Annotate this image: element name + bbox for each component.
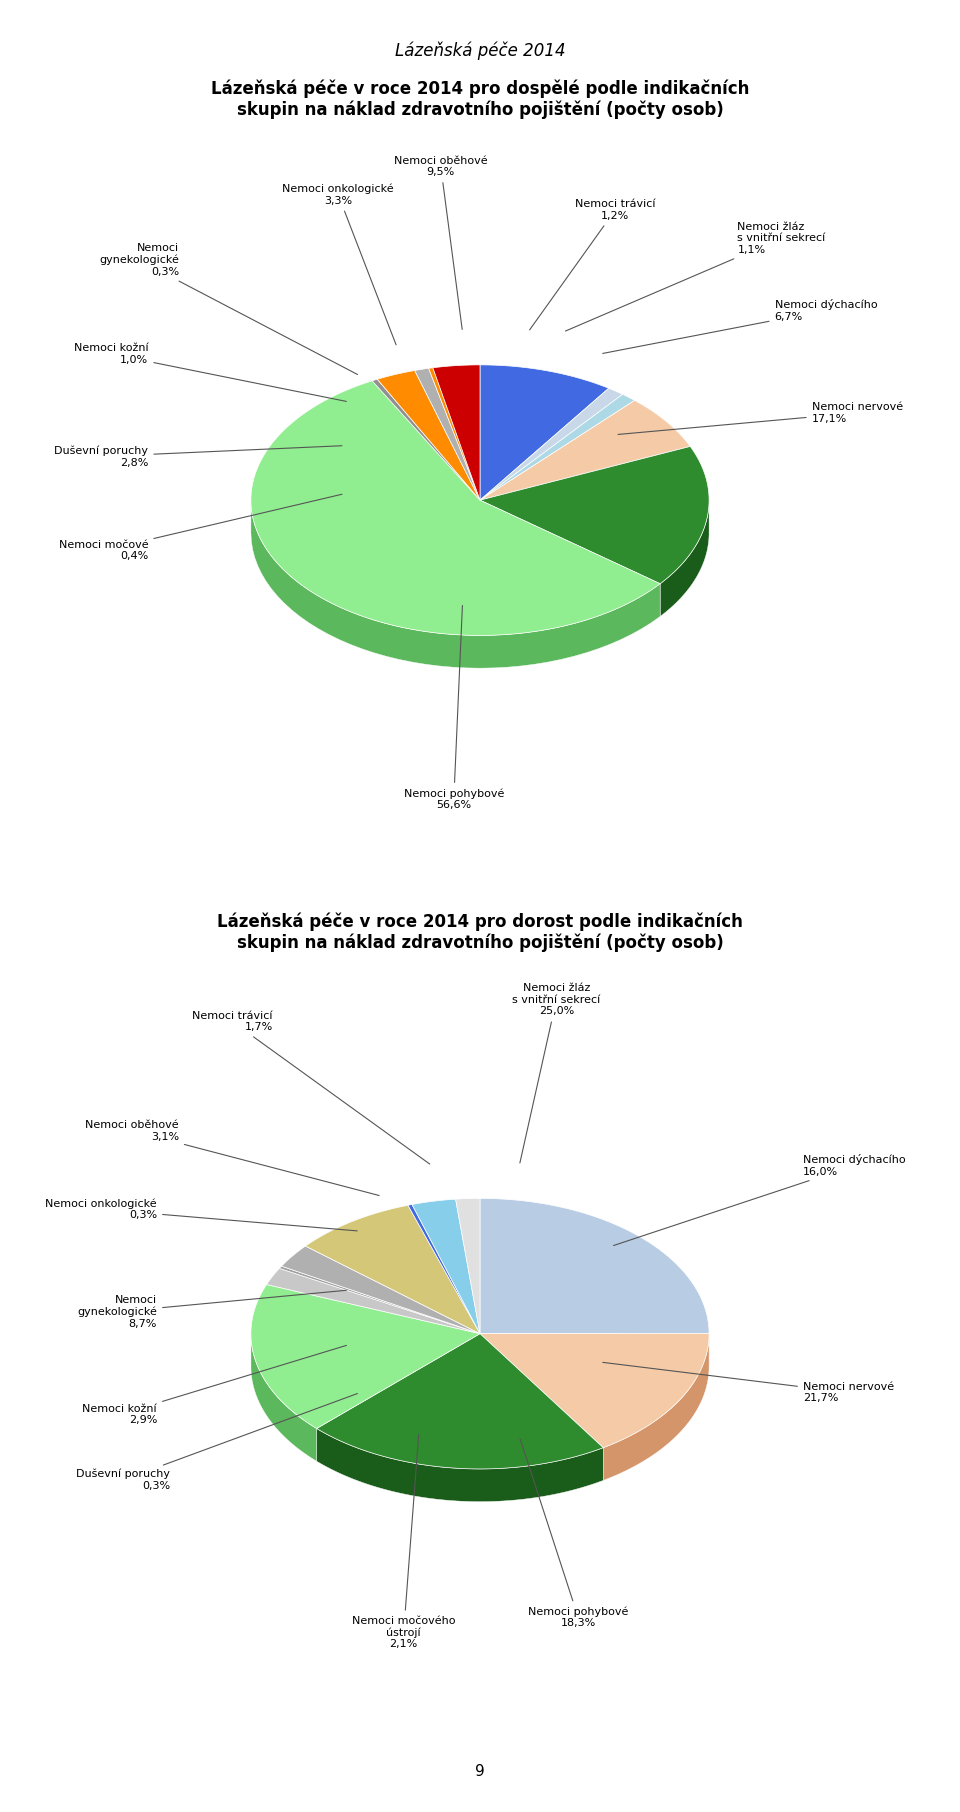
Polygon shape: [480, 388, 623, 500]
Polygon shape: [415, 368, 480, 500]
Polygon shape: [660, 446, 690, 616]
Text: Nemoci kožní
1,0%: Nemoci kožní 1,0%: [74, 342, 347, 402]
Text: Nemoci dýchacího
6,7%: Nemoci dýchacího 6,7%: [603, 299, 877, 353]
Polygon shape: [480, 364, 609, 500]
Polygon shape: [251, 1335, 317, 1460]
Text: Duševní poruchy
0,3%: Duševní poruchy 0,3%: [76, 1393, 357, 1491]
Polygon shape: [377, 370, 480, 500]
Polygon shape: [267, 1268, 480, 1334]
Polygon shape: [480, 400, 690, 500]
Text: Nemoci
gynekologické
0,3%: Nemoci gynekologické 0,3%: [99, 243, 357, 375]
Text: Nemoci pohybové
18,3%: Nemoci pohybové 18,3%: [520, 1439, 629, 1629]
Text: Nemoci nervové
17,1%: Nemoci nervové 17,1%: [618, 402, 902, 435]
Polygon shape: [279, 1267, 480, 1334]
Text: Lázeňská péče v roce 2014 pro dorost podle indikačních
skupin na náklad zdravotn: Lázeňská péče v roce 2014 pro dorost pod…: [217, 913, 743, 953]
Text: Nemoci žláz
s vnitřní sekrecí
1,1%: Nemoci žláz s vnitřní sekrecí 1,1%: [565, 221, 826, 332]
Polygon shape: [412, 1200, 480, 1334]
Text: Nemoci oběhové
3,1%: Nemoci oběhové 3,1%: [85, 1120, 379, 1196]
Polygon shape: [456, 1198, 480, 1334]
Polygon shape: [317, 1428, 603, 1502]
Text: Lázeňská péče 2014: Lázeňská péče 2014: [395, 42, 565, 60]
Polygon shape: [480, 446, 709, 583]
Polygon shape: [305, 1205, 480, 1334]
Polygon shape: [372, 379, 480, 500]
Text: Nemoci dýchacího
16,0%: Nemoci dýchacího 16,0%: [613, 1154, 905, 1245]
Text: Lázeňská péče v roce 2014 pro dospělé podle indikačních
skupin na náklad zdravot: Lázeňská péče v roce 2014 pro dospělé po…: [211, 80, 749, 120]
Polygon shape: [433, 364, 480, 500]
Polygon shape: [372, 381, 660, 616]
Polygon shape: [251, 381, 660, 636]
Polygon shape: [660, 502, 709, 616]
Polygon shape: [251, 1285, 480, 1428]
Text: Nemoci močové
0,4%: Nemoci močové 0,4%: [59, 495, 342, 562]
Text: Nemoci žláz
s vnitřní sekrecí
25,0%: Nemoci žláz s vnitřní sekrecí 25,0%: [513, 984, 601, 1163]
Text: Nemoci kožní
2,9%: Nemoci kožní 2,9%: [83, 1345, 347, 1426]
Polygon shape: [603, 1335, 709, 1480]
Text: Nemoci pohybové
56,6%: Nemoci pohybové 56,6%: [403, 605, 504, 810]
Text: 9: 9: [475, 1765, 485, 1779]
Polygon shape: [281, 1247, 480, 1334]
Text: Nemoci trávicí
1,2%: Nemoci trávicí 1,2%: [530, 199, 656, 330]
Polygon shape: [480, 1198, 709, 1334]
Polygon shape: [408, 1205, 480, 1334]
Text: Duševní poruchy
2,8%: Duševní poruchy 2,8%: [55, 446, 342, 467]
Text: Nemoci trávicí
1,7%: Nemoci trávicí 1,7%: [192, 1011, 430, 1163]
Polygon shape: [251, 500, 660, 669]
Polygon shape: [267, 1285, 317, 1460]
Text: Nemoci
gynekologické
8,7%: Nemoci gynekologické 8,7%: [77, 1290, 347, 1328]
Polygon shape: [480, 395, 635, 500]
Polygon shape: [603, 1334, 709, 1480]
Text: Nemoci onkologické
3,3%: Nemoci onkologické 3,3%: [282, 183, 396, 344]
Text: Nemoci močového
ústrojí
2,1%: Nemoci močového ústrojí 2,1%: [352, 1435, 455, 1649]
Text: Nemoci nervové
21,7%: Nemoci nervové 21,7%: [603, 1363, 894, 1402]
Text: Nemoci onkologické
0,3%: Nemoci onkologické 0,3%: [45, 1198, 357, 1230]
Polygon shape: [317, 1428, 603, 1480]
Polygon shape: [428, 368, 480, 500]
Polygon shape: [480, 1334, 709, 1448]
Polygon shape: [317, 1334, 603, 1470]
Text: Nemoci oběhové
9,5%: Nemoci oběhové 9,5%: [394, 156, 488, 330]
